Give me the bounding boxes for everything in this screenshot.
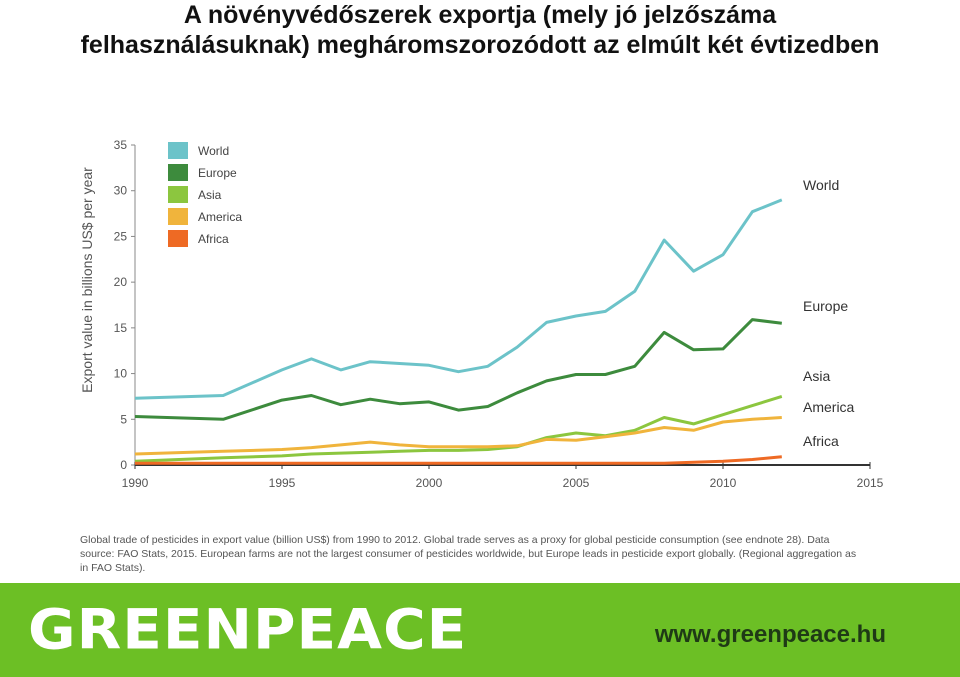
legend-label-asia: Asia [198,188,222,202]
x-tick-label: 1990 [122,476,149,490]
x-axis: 1990 1995 2000 2005 2010 2015 [122,462,884,490]
legend-label-africa: Africa [198,232,229,246]
title-line-1: A növényvédőszerek exportja (mely jó jel… [183,1,777,29]
greenpeace-logo: GREENPEACE [28,597,468,662]
footer-banner: GREENPEACE www.greenpeace.hu [0,583,960,677]
end-label-america: America [803,399,855,415]
end-label-world: World [803,177,839,193]
series-line-asia [134,394,783,463]
y-tick-label: 25 [114,229,128,243]
legend-label-world: World [198,144,229,158]
x-tick-label: 2010 [710,476,737,490]
y-tick-label: 15 [114,321,128,335]
legend: World Europe Asia America Africa [168,142,242,247]
y-tick-label: 30 [114,184,128,198]
series-line-europe [134,318,782,421]
y-tick-label: 20 [114,275,128,289]
y-tick-label: 5 [120,412,127,426]
x-tick-label: 2005 [563,476,590,490]
y-axis-label: Export value in billions US$ per year [79,167,95,393]
y-tick-label: 10 [114,367,128,381]
end-label-europe: Europe [803,298,848,314]
export-line-chart: Export value in billions US$ per year 0 5… [79,138,884,490]
x-tick-label: 2015 [857,476,884,490]
legend-swatch-america [168,208,188,225]
legend-swatch-africa [168,230,188,247]
legend-label-america: America [198,210,242,224]
x-tick-label: 1995 [269,476,296,490]
legend-swatch-world [168,142,188,159]
title-line-2: felhasználásuknak) megháromszorozódott a… [80,31,880,59]
legend-swatch-europe [168,164,188,181]
x-tick-label: 2000 [416,476,443,490]
series-line-america [134,416,782,456]
series-end-labels: World Europe Asia America Africa [803,177,855,449]
end-label-africa: Africa [803,433,839,449]
y-axis: 0 5 10 15 20 25 30 35 [114,138,136,472]
end-label-asia: Asia [803,368,830,384]
legend-swatch-asia [168,186,188,203]
legend-label-europe: Europe [198,166,237,180]
y-tick-label: 0 [120,458,127,472]
chart-caption: Global trade of pesticides in export val… [80,534,857,574]
series-line-africa [135,455,782,465]
y-tick-label: 35 [114,138,128,152]
series-line-world [134,198,783,400]
series-lines [134,198,783,465]
website-link[interactable]: www.greenpeace.hu [654,621,886,648]
page-title: A növényvédőszerek exportja (mely jó jel… [0,0,960,60]
